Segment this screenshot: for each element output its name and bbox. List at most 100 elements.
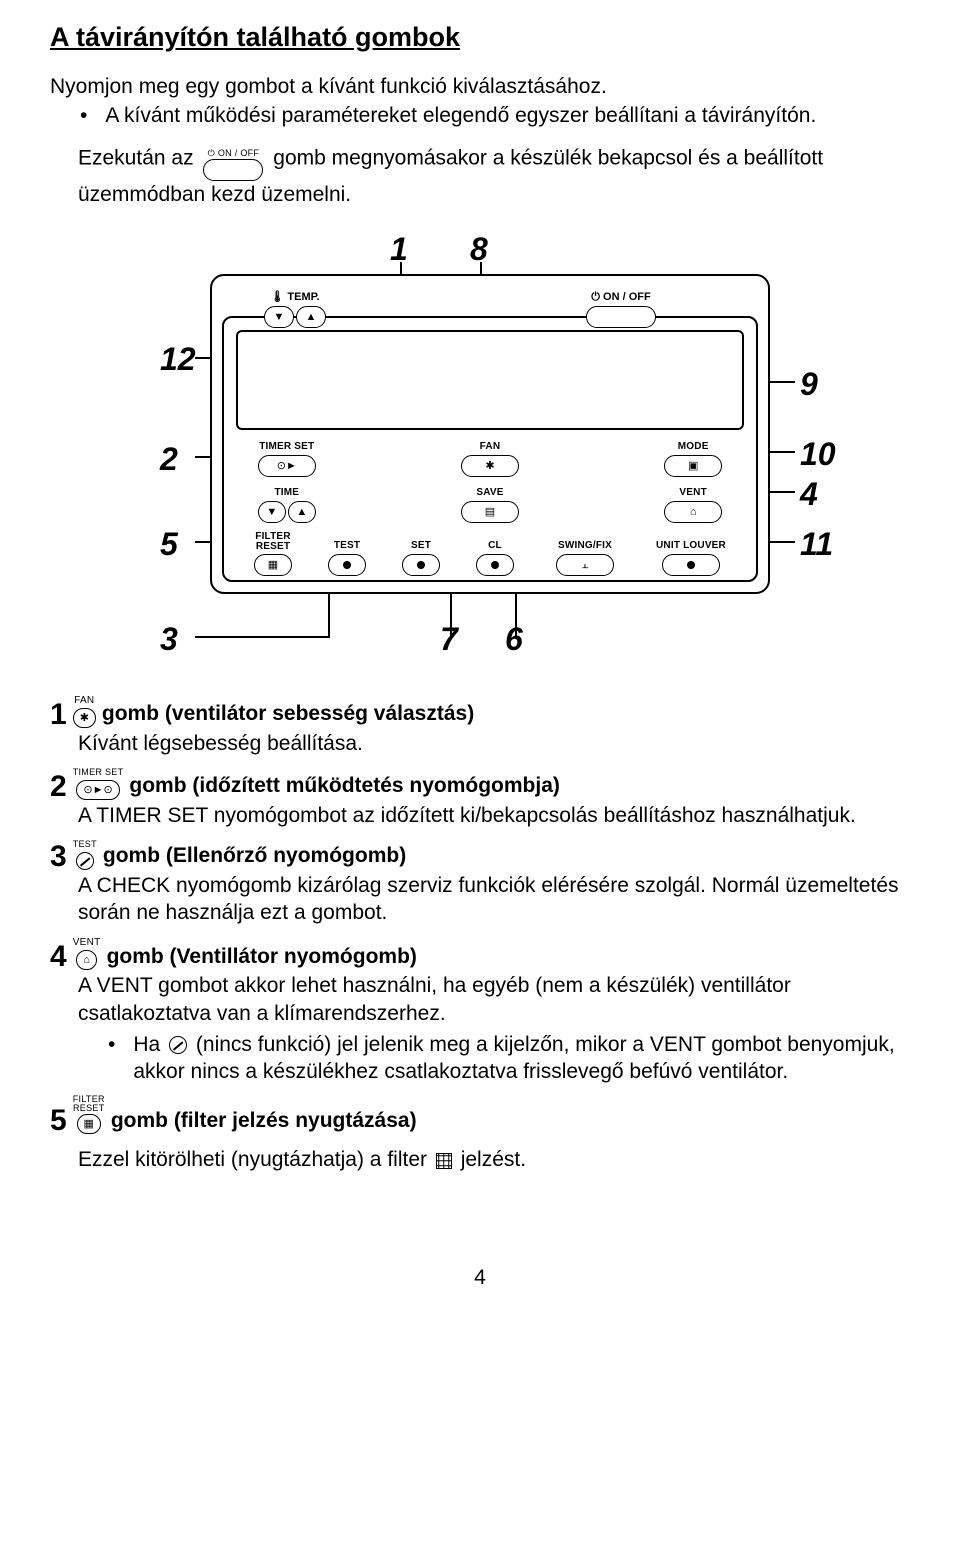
vent-icon: VENT ⌂	[73, 936, 101, 970]
callout-3: 3	[160, 619, 178, 661]
onoff-btn	[586, 306, 656, 328]
item1-icon-pill: ✱	[73, 708, 96, 728]
filter-col: FILTER RESET ▦	[249, 532, 297, 576]
remote-inner: 🌡 TEMP. ▼ ▲ ⏻ ON / OFF TIMER SET ⊙►	[222, 316, 758, 582]
temp-label: 🌡 TEMP.	[270, 290, 319, 304]
timerset-col: TIMER SET ⊙►	[247, 440, 327, 477]
remote-diagram: 1 8 12 2 5 3 9 10 4 11 7 6 🌡 TEMP. ▼ ▲	[100, 234, 860, 664]
save-label: SAVE	[476, 486, 503, 499]
mode-btn: ▣	[664, 455, 722, 477]
item4-sub-b: (nincs funkció) jel jelenik meg a kijelz…	[133, 1033, 894, 1083]
item3-icon-circle	[76, 852, 94, 870]
item5-body: Ezzel kitörölheti (nyugtázhatja) a filte…	[78, 1146, 910, 1173]
item-2: 2 TIMER SET ⊙►⊙ gomb (időzített működtet…	[50, 767, 910, 829]
callout-9: 9	[800, 364, 818, 406]
temp-group: 🌡 TEMP. ▼ ▲	[264, 290, 326, 328]
unitlouver-label: UNIT LOUVER	[656, 539, 726, 552]
item4-sub: • Ha (nincs funkció) jel jelenik meg a k…	[78, 1031, 910, 1086]
item1-icon-label: FAN	[74, 694, 94, 707]
bullet-dot-4: •	[108, 1031, 115, 1058]
item2-body: A TIMER SET nyomógombot az időzített ki/…	[78, 802, 910, 829]
callout-5: 5	[160, 524, 178, 566]
swing-btn: ⫠	[556, 554, 614, 576]
item2-title: gomb (időzített működtetés nyomógombja)	[129, 772, 560, 799]
bullet-dot: •	[80, 102, 87, 129]
item5-body-a: Ezzel kitörölheti (nyugtázhatja) a filte…	[78, 1148, 427, 1171]
vent-btn: ⌂	[664, 501, 722, 523]
temp-down: ▼	[264, 306, 294, 328]
callout-12: 12	[160, 339, 196, 381]
item5-icon-pill: ▦	[77, 1114, 101, 1134]
cl-label: CL	[488, 539, 502, 552]
save-col: SAVE ▤	[450, 486, 530, 523]
filter-icon: FILTER RESET ▦	[73, 1095, 105, 1134]
page-number: 4	[50, 1264, 910, 1291]
item1-title: gomb (ventilátor sebesség választás)	[102, 700, 474, 727]
onoff-icon-label: ⏻ ON / OFF	[208, 148, 260, 160]
timer-icon: TIMER SET ⊙►⊙	[73, 767, 124, 800]
timerset-btn: ⊙►	[258, 455, 316, 477]
vent-label: VENT	[679, 486, 706, 499]
item-4: 4 VENT ⌂ gomb (Ventillátor nyomógomb) A …	[50, 936, 910, 1085]
item4-num: 4	[50, 942, 67, 972]
set-btn	[402, 554, 440, 576]
onoff-button-graphic	[203, 159, 263, 181]
page-title: A távirányítón található gombok	[50, 20, 910, 55]
lead-3a	[195, 636, 330, 638]
item5-body-b: jelzést.	[461, 1148, 526, 1171]
test-btn	[328, 554, 366, 576]
temp-up: ▲	[296, 306, 326, 328]
item3-icon-label: TEST	[73, 839, 97, 851]
item3-num: 3	[50, 842, 67, 872]
item4-icon-pill: ⌂	[76, 950, 97, 970]
callout-1: 1	[390, 229, 408, 271]
item-5: 5 FILTER RESET ▦ gomb (filter jelzés nyu…	[50, 1095, 910, 1173]
item5-num: 5	[50, 1106, 67, 1136]
fan-col: FAN ✱	[450, 440, 530, 477]
fan-label: FAN	[480, 440, 501, 453]
mode-label: MODE	[678, 440, 709, 453]
cl-col: CL	[471, 539, 519, 576]
fan-btn: ✱	[461, 455, 519, 477]
callout-7: 7	[440, 619, 458, 661]
time-up: ▲	[288, 501, 316, 523]
mode-col: MODE ▣	[653, 440, 733, 477]
onoff-label: ⏻ ON / OFF	[591, 290, 650, 304]
set-label: SET	[411, 539, 431, 552]
item4-sub-text: Ha (nincs funkció) jel jelenik meg a kij…	[133, 1031, 910, 1086]
item1-num: 1	[50, 700, 67, 730]
item4-icon-label: VENT	[73, 936, 101, 949]
callout-4: 4	[800, 474, 818, 516]
unitlouver-col: UNIT LOUVER	[651, 539, 731, 576]
swing-label: SWING/FIX	[558, 539, 612, 552]
item4-body: A VENT gombot akkor lehet használni, ha …	[78, 972, 910, 1027]
item3-body: A CHECK nyomógomb kizárólag szerviz funk…	[78, 872, 910, 927]
item1-body: Kívánt légsebesség beállítása.	[78, 730, 910, 757]
time-down: ▼	[258, 501, 286, 523]
onoff-group: ⏻ ON / OFF	[586, 290, 656, 328]
test-label: TEST	[334, 539, 360, 552]
item4-sub-a: Ha	[133, 1033, 160, 1056]
item5-icon-label: FILTER RESET	[73, 1095, 105, 1113]
filter-grid-icon	[436, 1153, 452, 1169]
callout-2: 2	[160, 439, 178, 481]
intro-bullet: • A kívánt működési paramétereket elegen…	[50, 102, 910, 129]
unitlouver-btn	[662, 554, 720, 576]
time-label: TIME	[274, 486, 299, 499]
intro-line1: Nyomjon meg egy gombot a kívánt funkció …	[50, 73, 910, 100]
item2-icon-pill: ⊙►⊙	[76, 780, 119, 800]
item2-num: 2	[50, 772, 67, 802]
swing-col: SWING/FIX ⫠	[545, 539, 625, 576]
item2-icon-label: TIMER SET	[73, 767, 124, 779]
save-btn: ▤	[461, 501, 519, 523]
filter-btn: ▦	[254, 554, 292, 576]
intro: Nyomjon meg egy gombot a kívánt funkció …	[50, 73, 910, 209]
item5-title: gomb (filter jelzés nyugtázása)	[111, 1107, 417, 1134]
remote-outer: 🌡 TEMP. ▼ ▲ ⏻ ON / OFF TIMER SET ⊙►	[210, 274, 770, 594]
callout-10: 10	[800, 434, 836, 476]
callout-11: 11	[800, 524, 833, 566]
test-icon: TEST	[73, 839, 97, 870]
item4-title: gomb (Ventillátor nyomógomb)	[107, 943, 417, 970]
nofunc-icon	[169, 1036, 187, 1054]
callout-6: 6	[505, 619, 523, 661]
